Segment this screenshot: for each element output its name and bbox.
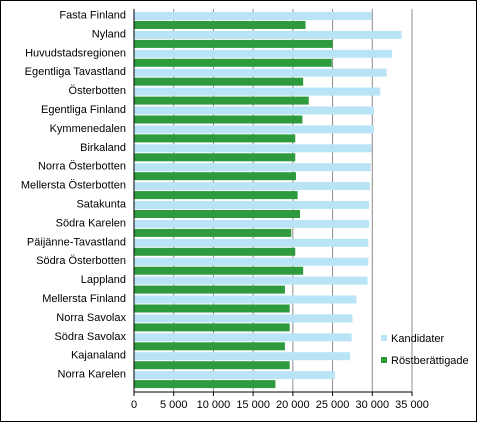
bar-kandidater bbox=[134, 68, 387, 77]
x-tick-labels: 0 5 000 10 000 15 000 20 000 25 000 30 000 35 0… bbox=[131, 392, 429, 411]
bar-rostberattigade bbox=[134, 285, 285, 294]
category-label: Norra Österbotten bbox=[38, 161, 126, 173]
bar-rostberattigade bbox=[134, 77, 304, 86]
bar-kandidater bbox=[134, 49, 393, 58]
bar-kandidater bbox=[134, 352, 351, 361]
category-label: Södra Karelen bbox=[56, 217, 126, 229]
bar-kandidater bbox=[134, 371, 335, 380]
category-label: Päijänne-Tavastland bbox=[27, 236, 126, 248]
x-tick-label: 25 000 bbox=[316, 399, 350, 411]
category-label: Egentliga Tavastland bbox=[25, 66, 126, 78]
bar-rostberattigade bbox=[134, 323, 290, 332]
category-label: Huvudstadsregionen bbox=[25, 47, 126, 59]
x-tick-label: 35 000 bbox=[395, 399, 429, 411]
x-tick-label: 20 000 bbox=[276, 399, 310, 411]
legend-swatch-rostberattigade bbox=[381, 357, 387, 363]
bar-rostberattigade bbox=[134, 96, 309, 105]
bar-rostberattigade bbox=[134, 21, 306, 29]
x-axis bbox=[133, 9, 412, 393]
bar-kandidater bbox=[134, 257, 369, 266]
bar-rostberattigade bbox=[134, 58, 332, 67]
bar-rostberattigade bbox=[134, 210, 301, 218]
bar-kandidater bbox=[134, 314, 353, 323]
bar-rostberattigade bbox=[134, 153, 296, 162]
category-label: Mellersta Finland bbox=[42, 293, 126, 305]
bar-kandidater bbox=[134, 12, 372, 20]
bar-kandidater bbox=[134, 125, 374, 134]
bar-kandidater bbox=[134, 163, 371, 172]
x-tick-label: 30 000 bbox=[355, 399, 389, 411]
category-label: Södra Savolax bbox=[54, 331, 126, 343]
category-label: Norra Savolax bbox=[56, 312, 126, 324]
bar-rostberattigade bbox=[134, 247, 296, 256]
category-label: Kajanaland bbox=[71, 350, 126, 362]
x-tick-label: 15 000 bbox=[236, 399, 270, 411]
bar-rostberattigade bbox=[134, 172, 297, 181]
bars bbox=[134, 12, 402, 389]
category-labels: Fasta Finland Nyland Huvudstadsregionen Ege… bbox=[21, 10, 127, 381]
bar-rostberattigade bbox=[134, 380, 276, 389]
legend-swatch-kandidater bbox=[381, 335, 387, 341]
bar-kandidater bbox=[134, 238, 369, 247]
bar-rostberattigade bbox=[134, 39, 333, 48]
bar-kandidater bbox=[134, 219, 370, 228]
bar-kandidater bbox=[134, 182, 370, 191]
category-label: Fasta Finland bbox=[59, 10, 126, 22]
bar-rostberattigade bbox=[134, 228, 292, 237]
bar-rostberattigade bbox=[134, 304, 290, 313]
bar-rostberattigade bbox=[134, 342, 285, 351]
category-label: Österbotten bbox=[69, 85, 126, 97]
bar-rostberattigade bbox=[134, 191, 298, 200]
category-label: Birkaland bbox=[80, 142, 126, 154]
bar-kandidater bbox=[134, 106, 374, 115]
bar-kandidater bbox=[134, 87, 381, 96]
category-label: Lappland bbox=[81, 274, 126, 286]
bar-rostberattigade bbox=[134, 115, 303, 124]
category-label: Norra Karelen bbox=[58, 369, 126, 381]
bar-rostberattigade bbox=[134, 361, 290, 370]
bar-kandidater bbox=[134, 201, 370, 209]
bar-kandidater bbox=[134, 30, 402, 39]
category-label: Satakunta bbox=[76, 199, 126, 211]
bar-rostberattigade bbox=[134, 134, 296, 143]
bar-kandidater bbox=[134, 144, 372, 153]
bar-rostberattigade bbox=[134, 266, 304, 275]
bar-kandidater bbox=[134, 295, 357, 304]
legend-label-rostberattigade: Röstberättigade bbox=[391, 355, 469, 367]
category-label: Kymmenedalen bbox=[50, 123, 126, 135]
bar-kandidater bbox=[134, 276, 368, 285]
x-tick-label: 10 000 bbox=[197, 399, 231, 411]
category-label: Mellersta Österbotten bbox=[21, 180, 126, 192]
legend-label-kandidater: Kandidater bbox=[391, 333, 445, 345]
bar-kandidater bbox=[134, 333, 352, 342]
legend: Kandidater Röstberättigade bbox=[381, 333, 469, 367]
category-label: Nyland bbox=[92, 28, 126, 40]
x-tick-label: 0 bbox=[131, 399, 137, 411]
category-label: Södra Österbotten bbox=[36, 255, 126, 267]
x-tick-label: 5 000 bbox=[160, 399, 188, 411]
category-label: Egentliga Finland bbox=[41, 104, 126, 116]
